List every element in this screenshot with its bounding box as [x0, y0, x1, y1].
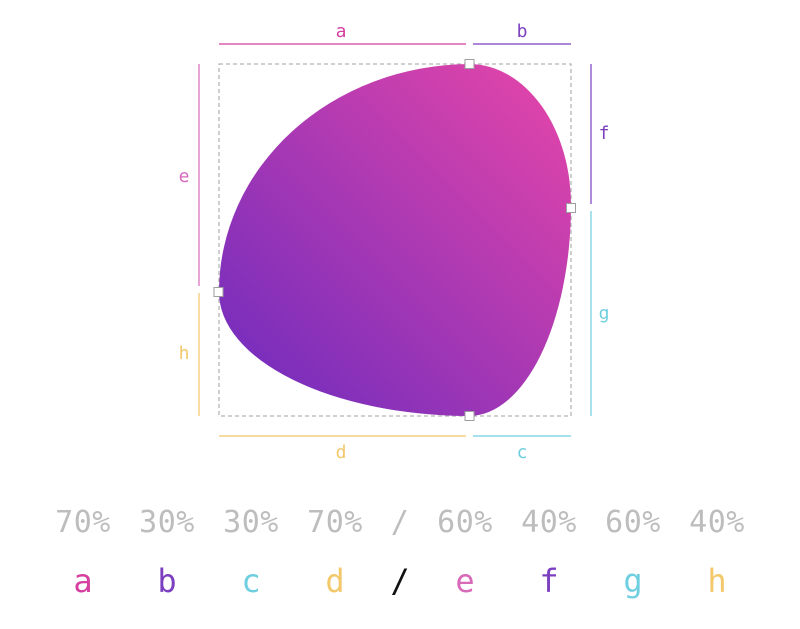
- radius-value-c: 30%: [223, 505, 279, 540]
- border-radius-diagram: a b d c e h f g: [179, 21, 610, 463]
- handle-top[interactable]: [464, 59, 475, 69]
- legend-letter-g: g: [623, 562, 643, 600]
- radius-value-f: 40%: [521, 505, 577, 540]
- handle-bottom[interactable]: [464, 411, 475, 421]
- radius-value-d: 70%: [307, 505, 363, 540]
- radius-value-h: 40%: [689, 505, 745, 540]
- radius-value-e: 60%: [437, 505, 493, 540]
- radius-value-a: 70%: [55, 505, 111, 540]
- dim-label-c: c: [517, 442, 528, 463]
- legend-letter-f: f: [539, 562, 559, 600]
- legend-letter-h: h: [707, 562, 727, 600]
- legend-letter-c: c: [241, 562, 261, 600]
- blob-shape: [218, 64, 572, 416]
- handle-right[interactable]: [566, 203, 576, 213]
- dim-label-b: b: [517, 21, 528, 42]
- radius-values-row: 70% 30% 30% 70% / 60% 40% 60% 40%: [0, 505, 800, 540]
- dim-label-h: h: [179, 343, 190, 364]
- handle-left[interactable]: [213, 287, 224, 297]
- legend-letters-row: a b c d / e f g h: [0, 562, 800, 600]
- legend-letter-b: b: [157, 562, 177, 600]
- radius-value-g: 60%: [605, 505, 661, 540]
- dim-label-e: e: [179, 166, 190, 187]
- bounding-box: [218, 63, 572, 417]
- dim-label-a: a: [336, 21, 347, 42]
- legend-letter-e: e: [455, 562, 475, 600]
- dim-label-d: d: [336, 442, 347, 463]
- legend-letter-d: d: [325, 562, 345, 600]
- radius-value-slash: /: [390, 505, 410, 540]
- radius-value-b: 30%: [139, 505, 195, 540]
- legend-slash: /: [390, 562, 410, 600]
- legend-letter-a: a: [73, 562, 93, 600]
- dim-label-f: f: [599, 123, 610, 144]
- dim-label-g: g: [599, 303, 610, 324]
